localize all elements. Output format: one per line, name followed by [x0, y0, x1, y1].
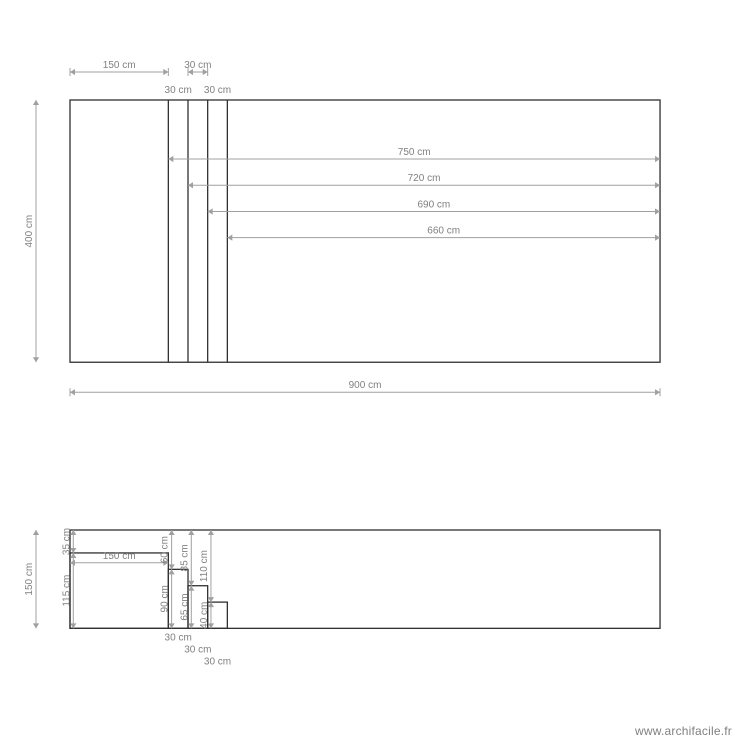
svg-text:150 cm: 150 cm [103, 60, 136, 71]
svg-text:110 cm: 110 cm [199, 550, 210, 582]
dim-label: 30 cm [184, 644, 211, 655]
svg-text:85 cm: 85 cm [179, 544, 190, 571]
credit-text: www.archifacile.fr [635, 724, 732, 738]
dim-label: 30 cm [165, 85, 192, 96]
dim-label: 30 cm [204, 656, 231, 667]
svg-text:90 cm: 90 cm [160, 585, 171, 612]
step [70, 553, 168, 628]
svg-text:690 cm: 690 cm [417, 199, 450, 210]
technical-drawing: 150 cm30 cm30 cm30 cm750 cm720 cm690 cm6… [0, 0, 750, 750]
svg-text:750 cm: 750 cm [398, 147, 431, 158]
svg-text:150 cm: 150 cm [103, 551, 136, 562]
svg-text:60 cm: 60 cm [160, 536, 171, 563]
svg-text:40 cm: 40 cm [199, 602, 210, 629]
svg-text:30 cm: 30 cm [184, 60, 211, 71]
svg-text:400 cm: 400 cm [24, 215, 35, 248]
svg-text:65 cm: 65 cm [179, 593, 190, 620]
svg-text:35 cm: 35 cm [61, 528, 72, 555]
svg-text:720 cm: 720 cm [408, 173, 441, 184]
bottom-outline [70, 530, 660, 628]
top-outline [70, 100, 660, 362]
dim-label: 30 cm [204, 85, 231, 96]
svg-text:660 cm: 660 cm [427, 226, 460, 237]
dim-label: 30 cm [165, 632, 192, 643]
svg-text:115 cm: 115 cm [61, 575, 72, 607]
svg-text:150 cm: 150 cm [24, 563, 35, 596]
svg-text:900 cm: 900 cm [349, 380, 382, 391]
